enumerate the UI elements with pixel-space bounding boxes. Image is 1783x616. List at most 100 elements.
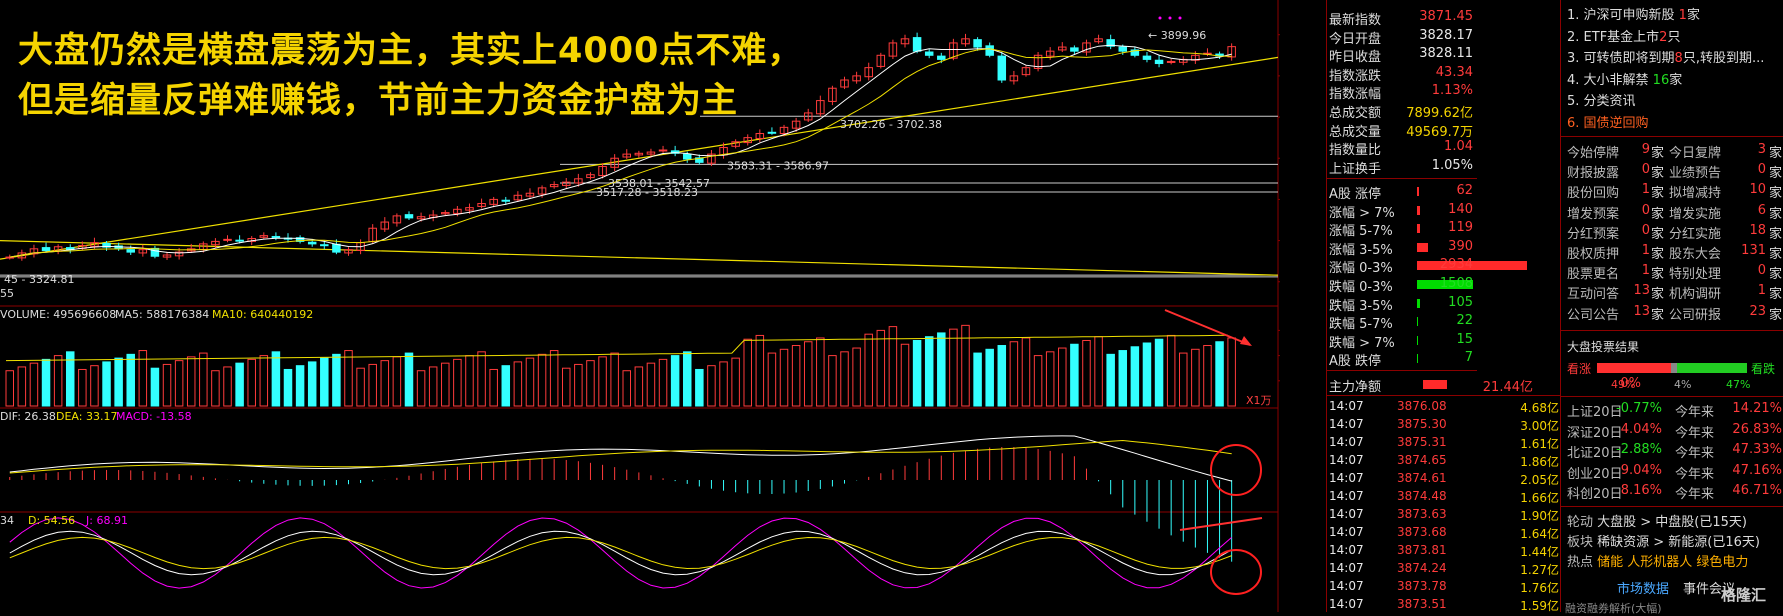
news-item[interactable]: 1. 沪深可申购新股 1家 [1567,4,1700,23]
stat-row[interactable]: 增发预案 0 家增发实施 6 家 [1567,203,1782,222]
stat-row[interactable]: 股份回购 1 家拟增减持 10 家 [1567,182,1782,201]
news-text: 3. 可转债即将到期 [1567,51,1675,66]
distribution-label: 涨幅 0-3% [1329,261,1393,277]
volume-bar [767,352,777,407]
quote-value: 49569.7万 [1406,124,1473,140]
footer-link[interactable]: 市场数据 [1617,582,1670,597]
candle-body [416,216,426,220]
distribution-label: 跌幅 > 7% [1329,335,1395,351]
vote-down-label[interactable]: 看跌 [1751,362,1776,376]
distribution-bar [1417,242,1428,252]
news-suffix: 只 [1667,29,1681,45]
tick-amount: 1.64亿 [1520,527,1559,541]
candle-body [1166,60,1176,63]
candle-body [174,251,184,257]
ma10-label: MA10: 640440192 [212,308,313,321]
quote-value: 3871.45 [1419,9,1473,24]
candle-body [441,212,450,215]
volume-bar [900,343,910,407]
rotation-text[interactable]: 稀缺资源 > 新能源(已16天) [1597,535,1760,550]
volume-bar [997,345,1007,407]
kline-chart[interactable]: 3900380037003600350034003300900006000030… [0,0,1280,612]
volume-bar [223,366,232,407]
news-count: 16 [1652,72,1670,88]
k-label: 34 [0,514,14,527]
tick-amount: 1.44亿 [1520,545,1559,559]
tick-row: 14:07 3875.30 3.00亿 [1327,415,1561,433]
volume-bar [816,337,825,407]
news-count: 2 [1659,29,1668,45]
stat-row[interactable]: 分红预案 0 家分红实施 18 家 [1567,222,1782,242]
distribution-value: 1508 [1439,276,1473,291]
stat-row[interactable]: 股票更名 1 家特别处理 0 家 [1567,263,1782,282]
stat-value: 0 [1757,162,1766,178]
highlight-circle [1210,444,1262,496]
hot-item[interactable]: 绿色电力 [1696,555,1749,570]
stat-row[interactable]: 互动问答 13 家机构调研 1 家 [1567,283,1782,302]
volume-bar [41,358,51,407]
tick-price: 3873.63 [1397,507,1447,521]
distribution-value: 2934 [1439,257,1473,273]
marker-dot [1178,16,1182,20]
news-item[interactable]: 4. 大小非解禁 16家 [1567,69,1682,88]
candle-body [1058,46,1067,51]
volume-bar [598,356,607,407]
volume-bar [840,351,849,407]
candle-body [743,137,752,144]
volume-bar [961,324,970,407]
distribution-label: 跌幅 5-7% [1329,317,1393,333]
netflow-pct: 0% [1620,376,1641,391]
stat-row[interactable]: 今始停牌 9 家今日复牌 3 家 [1567,142,1782,161]
stat-row[interactable]: 公司公告 13 家公司研报 23 家 [1567,303,1782,323]
y-axis-labels: 3900380037003600350034003300900006000030… [1278,34,1280,382]
footer-link[interactable]: 事件会议 [1683,582,1736,597]
candle-body [1154,59,1164,65]
candle-body [90,242,99,247]
quote-row: 昨日收盘 3828.11 [1327,45,1477,65]
tick-row: 14:07 3874.65 1.86亿 [1327,451,1561,469]
stat-label: 今始停牌 [1567,146,1620,161]
tick-price: 3873.68 [1397,525,1447,539]
volume-bar [1191,348,1200,407]
volume-bar [852,347,861,407]
netflow-label: 主力净额 [1329,380,1382,395]
tick-price: 3875.30 [1397,417,1447,431]
distribution-label: 跌幅 0-3% [1329,280,1393,295]
vote-up-label[interactable]: 看涨 [1567,362,1592,376]
stat-value: 0 [1641,222,1650,238]
news-suffix: 家 [1669,72,1683,88]
candle-body [1106,39,1115,47]
quote-label: 今日开盘 [1329,31,1382,47]
ma5-label: MA5: 588176384 [115,308,209,321]
annotation-support: 3517.28 - 3518.23 [596,186,698,199]
news-item[interactable]: 6. 国债逆回购 [1567,112,1649,131]
news-item[interactable]: 3. 可转债即将到期8只,转股到期... [1567,47,1764,66]
distribution-row: 涨幅 3-5% 390 [1327,238,1477,258]
quote-row: 指数量比 1.04 [1327,138,1477,158]
tick-amount: 1.61亿 [1520,437,1559,451]
hot-item[interactable]: 储能 [1597,555,1628,570]
volume-bar [428,366,438,407]
rotation-text[interactable]: 大盘股 > 中盘股(已15天) [1597,515,1747,530]
index-row: 北证20日 -2.88% 今年来 47.33% [1567,442,1782,461]
index-name: 创业20日 [1567,466,1623,482]
candle-body [489,198,498,205]
hot-item[interactable]: 人形机器人 [1627,555,1697,570]
tick-amount: 1.86亿 [1520,455,1559,469]
volume-bar [513,361,523,407]
news-item[interactable]: 2. ETF基金上市2只 [1567,26,1680,45]
news-text: 4. 大小非解禁 [1567,72,1653,88]
volume-bar [1021,337,1031,407]
headline-line-2: 但是缩量反弹难赚钱，节前主力资金护盘为主 [18,81,739,121]
stat-row[interactable]: 财报披露 0 家业绩预告 0 家 [1567,162,1782,181]
info-panel: 1. 沪深可申购新股 1家 2. ETF基金上市2只 3. 可转债即将到期8只,转股… [1560,0,1783,615]
info-divider [1561,330,1783,331]
stat-row[interactable]: 股权质押 1 家股东大会 131 家 [1567,243,1782,262]
volume-bar [453,358,462,407]
news-item[interactable]: 5. 分类资讯 [1567,90,1636,109]
distribution-row: 跌幅 3-5% 105 [1327,294,1477,314]
volume-bar [1106,353,1115,407]
volume-bar [404,352,414,407]
stat-value: 13 [1633,303,1650,319]
volume-bar [211,370,220,407]
